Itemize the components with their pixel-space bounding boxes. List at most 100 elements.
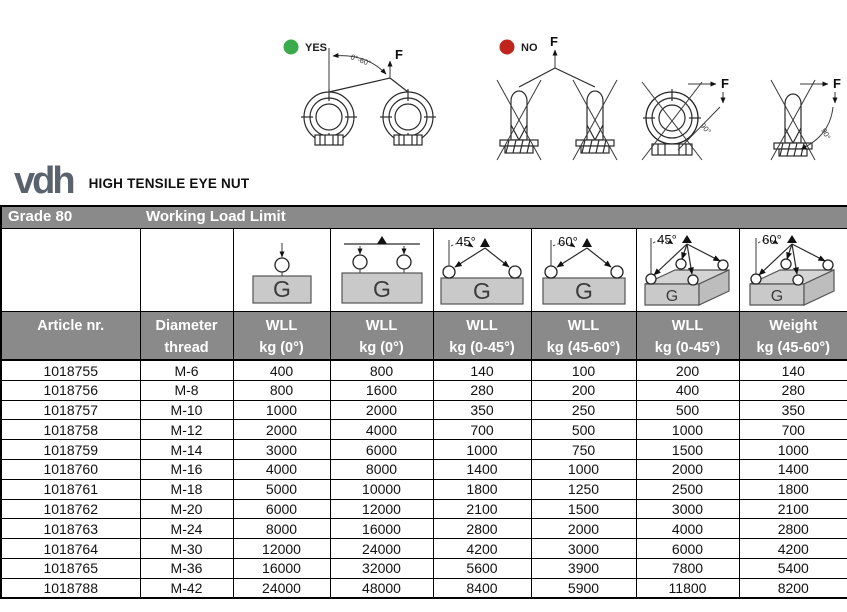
table-row: 1018756 M-8 800 1600 280 200 400 280 — [0, 379, 847, 401]
cell: 800 — [329, 359, 434, 381]
cell: 1018761 — [0, 478, 141, 500]
cell: 2000 — [329, 399, 434, 421]
cell: 400 — [232, 359, 331, 381]
table-row: 1018764 M-30 12000 24000 4200 3000 6000 4200 — [0, 538, 847, 559]
cell: 5600 — [432, 557, 532, 579]
sling-diagram-single-vertical: G — [232, 227, 331, 312]
cell: 6000 — [329, 439, 434, 460]
cell: 10000 — [329, 478, 434, 500]
cell: 2100 — [432, 498, 532, 520]
sling-diagram-two-leg-45: G 45° — [432, 227, 532, 312]
crossed-eye-nut-front-icon — [643, 89, 701, 156]
cell: 6000 — [232, 498, 331, 520]
angle-label: 60° — [558, 234, 578, 249]
cell: 1018755 — [0, 359, 141, 381]
cross-out-line — [641, 81, 703, 161]
table-row: 1018760 M-16 4000 8000 1400 1000 2000 1400 — [0, 458, 847, 480]
sling-diagram-double-vertical: G — [329, 227, 434, 312]
table-row: 1018761 M-18 5000 10000 1800 1250 2500 1800 — [0, 478, 847, 500]
no-usage-diagram: NO F F 90° F 90° — [496, 34, 841, 161]
load-letter: G — [473, 278, 491, 304]
cell: 1800 — [432, 478, 532, 500]
cell: 16000 — [329, 518, 434, 540]
column-header: WLL kg (0-45°) — [635, 310, 740, 362]
cell: 12000 — [232, 538, 331, 559]
cell: M-24 — [139, 518, 234, 540]
sling-leg — [389, 77, 409, 93]
force-label: F — [550, 34, 558, 49]
angle-line — [677, 106, 721, 151]
table-row: 1018757 M-10 1000 2000 350 250 500 350 — [0, 399, 847, 421]
angle-range-label: 0°-60° — [349, 52, 372, 68]
cell: 140 — [432, 359, 532, 381]
empty-cell — [139, 227, 234, 312]
table-row: 1018759 M-14 3000 6000 1000 750 1500 1000 — [0, 439, 847, 460]
cell: 1250 — [530, 478, 637, 500]
no-indicator-dot — [499, 39, 515, 55]
cell: 1018756 — [0, 379, 141, 401]
force-label: F — [721, 76, 729, 91]
angle-arc — [332, 53, 387, 75]
cell: 1018757 — [0, 399, 141, 421]
cell: 2000 — [530, 518, 637, 540]
load-letter: G — [771, 288, 783, 305]
cell: M-14 — [139, 439, 234, 460]
cell: 500 — [530, 419, 637, 441]
yes-label: YES — [305, 42, 327, 54]
up-arrowhead — [376, 235, 387, 244]
vdh-logo: vdh — [14, 160, 76, 202]
cell: M-42 — [139, 577, 234, 599]
cell: 2500 — [635, 478, 740, 500]
sling-leg — [518, 67, 556, 88]
cell: 1000 — [738, 439, 847, 460]
table-row: 1018788 M-42 24000 48000 8400 5900 11800 8200 — [0, 577, 847, 599]
cross-out-line — [770, 79, 816, 161]
cell: 1800 — [738, 478, 847, 500]
angle-label: 60° — [762, 232, 782, 247]
yes-usage-diagram: YES F 0°-60° — [283, 39, 437, 146]
cell: 3000 — [232, 439, 331, 460]
cell: 280 — [738, 379, 847, 401]
cell: 2800 — [432, 518, 532, 540]
cell: M-6 — [139, 359, 234, 381]
cell: 250 — [530, 399, 637, 421]
cell: 11800 — [635, 577, 740, 599]
force-label: F — [395, 47, 403, 62]
cell: 1018759 — [0, 439, 141, 460]
cell: 1018763 — [0, 518, 141, 540]
cell: 5000 — [232, 478, 331, 500]
sling-diagram-two-leg-60: G 60° — [530, 227, 637, 312]
brand-row: vdh HIGH TENSILE EYE NUT — [14, 161, 249, 201]
cell: 4200 — [738, 538, 847, 559]
cell: 24000 — [329, 538, 434, 559]
cell: M-16 — [139, 458, 234, 480]
cell: 1500 — [635, 439, 740, 460]
cell: 100 — [530, 359, 637, 381]
yes-indicator-dot — [283, 39, 299, 55]
cell: 1400 — [432, 458, 532, 480]
cell: 8000 — [329, 458, 434, 480]
angle-label: 90° — [819, 127, 832, 141]
cell: 500 — [635, 399, 740, 421]
cell: 8200 — [738, 577, 847, 599]
cell: 1000 — [432, 439, 532, 460]
cell: 6000 — [635, 538, 740, 559]
grade-header-row: Grade 80 Working Load Limit — [1, 206, 847, 228]
column-header: WLL kg (0°) — [232, 310, 331, 362]
table-row: 1018758 M-12 2000 4000 700 500 1000 700 — [0, 419, 847, 441]
cell: 3900 — [530, 557, 637, 579]
cell: 1018765 — [0, 557, 141, 579]
cell: 8400 — [432, 577, 532, 599]
table-row: 1018762 M-20 6000 12000 2100 1500 3000 2100 — [0, 498, 847, 520]
cell: 4000 — [635, 518, 740, 540]
sling-diagram-row: G G — [0, 227, 847, 312]
cell: 2000 — [635, 458, 740, 480]
table-row: 1018763 M-24 8000 16000 2800 2000 4000 2800 — [0, 518, 847, 540]
cell: 2100 — [738, 498, 847, 520]
cell: 32000 — [329, 557, 434, 579]
angle-label: 45° — [456, 234, 476, 249]
column-header: Weight kg (45-60°) — [738, 310, 847, 362]
cell: 2800 — [738, 518, 847, 540]
cell: 4000 — [232, 458, 331, 480]
